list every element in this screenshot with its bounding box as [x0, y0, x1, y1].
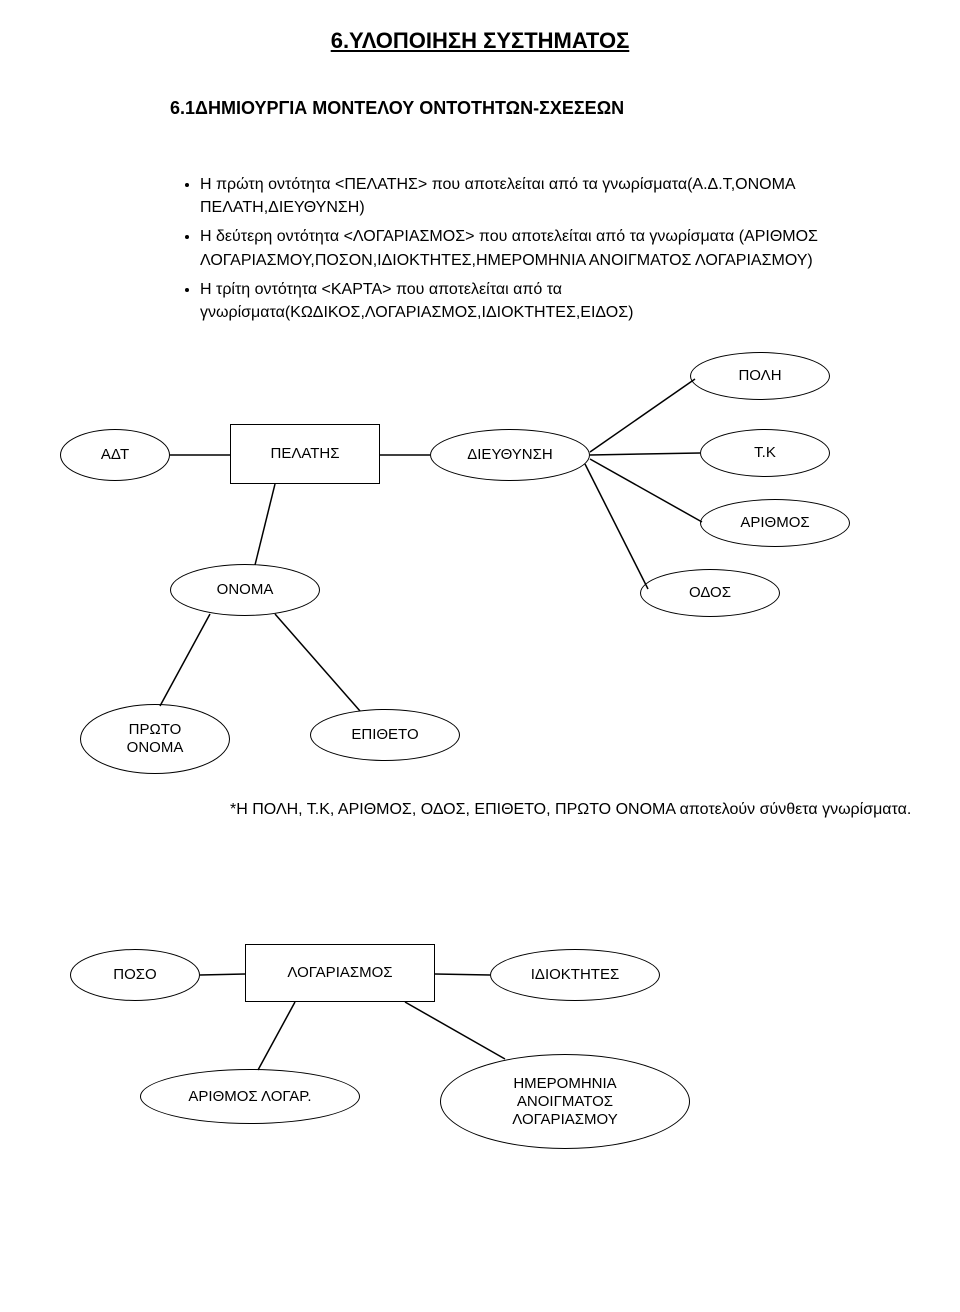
page-title: 6.ΥΛΟΠΟΙΗΣΗ ΣΥΣΤΗΜΑΤΟΣ — [0, 28, 960, 54]
edge — [275, 614, 360, 711]
attr-idioktites: ΙΔΙΟΚΤΗΤΕΣ — [490, 949, 660, 1001]
edge — [590, 379, 695, 452]
edge — [590, 453, 700, 455]
attr-poli: ΠΟΛΗ — [690, 352, 830, 400]
attr-arithmos: ΑΡΙΘΜΟΣ — [700, 499, 850, 547]
edge — [255, 484, 275, 565]
edge — [200, 974, 245, 975]
edge — [258, 1002, 295, 1070]
bullet-item: Η τρίτη οντότητα <ΚΑΡΤΑ> που αποτελείται… — [200, 278, 900, 324]
edge — [405, 1002, 505, 1059]
er-diagram: ΑΔΤ ΠΕΛΑΤΗΣ ΔΙΕΥΘΥΝΣΗ ΠΟΛΗ Τ.Κ ΑΡΙΘΜΟΣ Ο… — [0, 334, 960, 1214]
entity-logariasmos: ΛΟΓΑΡΙΑΣΜΟΣ — [245, 944, 435, 1002]
entity-bullets: Η πρώτη οντότητα <ΠΕΛΑΤΗΣ> που αποτελείτ… — [200, 173, 960, 324]
edge — [160, 614, 210, 706]
attr-hmeromhnia: ΗΜΕΡΟΜΗΝΙΑΑΝΟΙΓΜΑΤΟΣΛΟΓΑΡΙΑΣΜΟΥ — [440, 1054, 690, 1149]
attr-onoma: ΟΝΟΜΑ — [170, 564, 320, 616]
attr-poso: ΠΟΣΟ — [70, 949, 200, 1001]
section-subtitle: 6.1ΔΗΜΙΟΥΡΓΙΑ ΜΟΝΤΕΛΟΥ ΟΝΤΟΤΗΤΩΝ-ΣΧΕΣΕΩΝ — [170, 98, 960, 119]
attr-dieythynsi: ΔΙΕΥΘΥΝΣΗ — [430, 429, 590, 481]
attr-epitheto: ΕΠΙΘΕΤΟ — [310, 709, 460, 761]
diagram-note: *Η ΠΟΛΗ, Τ.Κ, ΑΡΙΘΜΟΣ, ΟΔΟΣ, ΕΠΙΘΕΤΟ, ΠΡ… — [230, 799, 950, 821]
bullet-item: Η δεύτερη οντότητα <ΛΟΓΑΡΙΑΣΜΟΣ> που απο… — [200, 225, 900, 271]
attr-tk: Τ.Κ — [700, 429, 830, 477]
attr-arithmos-logar: ΑΡΙΘΜΟΣ ΛΟΓΑΡ. — [140, 1069, 360, 1124]
attr-odos: ΟΔΟΣ — [640, 569, 780, 617]
edge — [590, 459, 702, 522]
edge — [585, 464, 648, 589]
entity-pelatis: ΠΕΛΑΤΗΣ — [230, 424, 380, 484]
edge — [435, 974, 490, 975]
bullet-item: Η πρώτη οντότητα <ΠΕΛΑΤΗΣ> που αποτελείτ… — [200, 173, 900, 219]
attr-proto-onoma: ΠΡΩΤΟΟΝΟΜΑ — [80, 704, 230, 774]
attr-adt: ΑΔΤ — [60, 429, 170, 481]
